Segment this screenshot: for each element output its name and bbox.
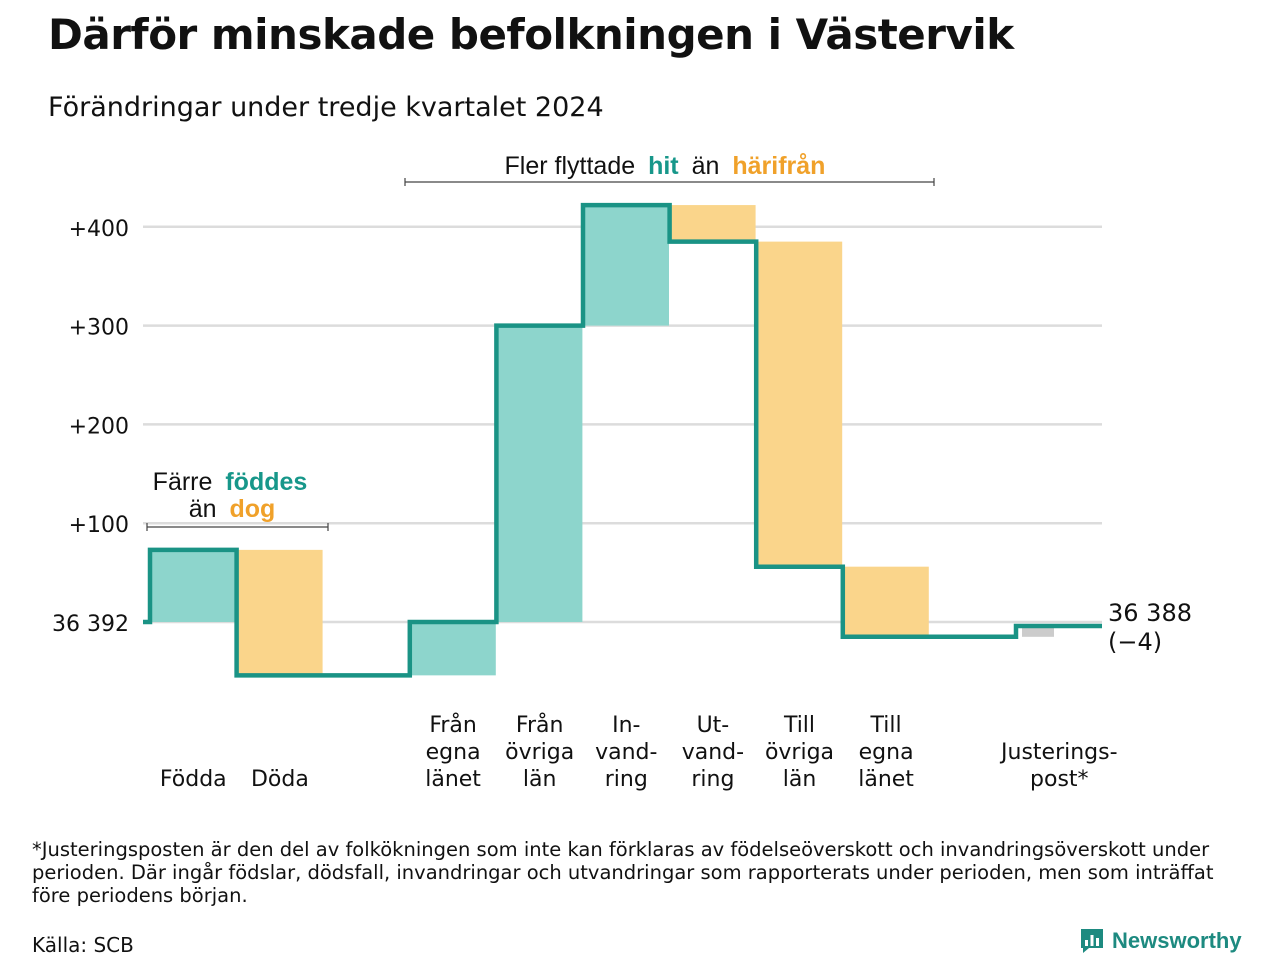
x-category-label: Från bbox=[429, 712, 477, 738]
migration-group-annotation: Fler flyttade hit än härifrån bbox=[505, 152, 826, 180]
x-category-label: egna bbox=[426, 740, 481, 765]
chart-subtitle: Förändringar under tredje kvartalet 2024 bbox=[48, 92, 604, 123]
x-category-label: post* bbox=[1030, 767, 1089, 792]
bar-decrease bbox=[756, 241, 843, 567]
footnote: *Justeringsposten är den del av folkökni… bbox=[32, 838, 1214, 907]
births-group-annotation-line2: än dog bbox=[189, 495, 276, 523]
x-category-label: övriga bbox=[505, 740, 574, 765]
x-category-label: Döda bbox=[251, 767, 309, 792]
births-group-bracket bbox=[146, 523, 329, 531]
bar-decrease bbox=[236, 549, 323, 676]
y-tick-label: +200 bbox=[69, 414, 129, 439]
bar-adjustment bbox=[1022, 625, 1054, 637]
start-value-label: 36 392 bbox=[52, 612, 129, 637]
x-category-label: Från bbox=[516, 712, 564, 738]
x-category-label: övriga bbox=[765, 740, 834, 765]
y-tick-label: +400 bbox=[69, 217, 129, 242]
x-category-label: egna bbox=[859, 740, 914, 765]
bar-increase bbox=[150, 549, 236, 622]
brand-name: Newsworthy bbox=[1112, 928, 1242, 953]
x-category-label: vand- bbox=[595, 740, 657, 765]
x-category-label: ring bbox=[605, 767, 648, 792]
source-label: Källa: SCB bbox=[32, 933, 134, 957]
x-category-label: In- bbox=[612, 713, 640, 738]
x-category-label: län bbox=[523, 767, 557, 792]
cumulative-step-line bbox=[143, 202, 1102, 678]
x-category-label: Ut- bbox=[697, 713, 730, 738]
x-category-label: vand- bbox=[682, 740, 744, 765]
bar-increase bbox=[409, 622, 496, 676]
y-tick-label: +100 bbox=[69, 513, 129, 538]
chart-title: Därför minskade befolkningen i Västervik bbox=[48, 10, 1014, 59]
bar-decrease bbox=[842, 566, 929, 637]
births-group-annotation-line1: Färre föddes bbox=[153, 468, 308, 496]
x-category-label: Justerings- bbox=[999, 740, 1118, 765]
x-category-label: länet bbox=[425, 767, 481, 792]
bar-increase bbox=[496, 325, 583, 622]
end-value-label: 36 388 bbox=[1108, 599, 1192, 627]
x-category-label: Till bbox=[783, 713, 815, 738]
y-tick-label: +300 bbox=[69, 316, 129, 341]
end-change-label: (−4) bbox=[1108, 628, 1162, 656]
x-category-label: Födda bbox=[160, 767, 227, 792]
bar-increase bbox=[583, 205, 669, 326]
x-category-label: länet bbox=[858, 767, 914, 792]
newsworthy-logo-icon bbox=[1081, 929, 1103, 953]
x-category-label: Till bbox=[870, 713, 902, 738]
brand: Newsworthy bbox=[1080, 928, 1242, 954]
x-category-label: län bbox=[783, 767, 817, 792]
bar-decrease bbox=[669, 205, 756, 242]
x-category-label: ring bbox=[691, 767, 734, 792]
migration-group-bracket bbox=[404, 178, 935, 186]
